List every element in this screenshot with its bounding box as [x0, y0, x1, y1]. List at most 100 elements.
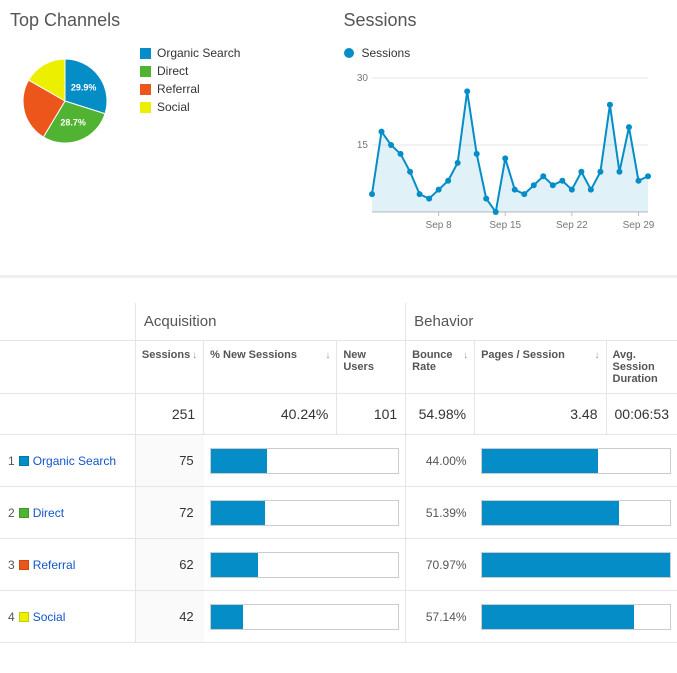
data-point[interactable]	[521, 191, 527, 197]
legend-item[interactable]: Social	[140, 100, 240, 114]
total-pct-new: 40.24%	[204, 394, 337, 435]
data-point[interactable]	[587, 187, 593, 193]
data-point[interactable]	[473, 151, 479, 157]
data-point[interactable]	[445, 178, 451, 184]
data-point[interactable]	[578, 169, 584, 175]
sessions-value: 75	[135, 435, 203, 487]
channel-link[interactable]: Organic Search	[33, 454, 116, 468]
channel-link[interactable]: Social	[33, 610, 66, 624]
col-duration[interactable]: Avg. Session Duration	[606, 341, 677, 394]
data-point[interactable]	[568, 187, 574, 193]
pie-legend: Organic Search Direct Referral Social	[140, 46, 240, 118]
sessions-title: Sessions	[344, 10, 677, 31]
col-sessions[interactable]: Sessions↓	[135, 341, 203, 394]
data-point[interactable]	[540, 173, 546, 179]
bounce-bar-cell	[475, 487, 677, 539]
bounce-bar-cell	[475, 539, 677, 591]
data-point[interactable]	[511, 187, 517, 193]
top-panels: Top Channels 29.9%28.7% Organic Search Di…	[0, 0, 677, 265]
table-row: 2Direct7251.39%	[0, 487, 677, 539]
data-point[interactable]	[388, 142, 394, 148]
data-point[interactable]	[426, 196, 432, 202]
bounce-value: 51.39%	[406, 487, 475, 539]
legend-label: Referral	[157, 82, 200, 96]
legend-label: Social	[157, 100, 190, 114]
bar-container	[210, 500, 400, 526]
bar-container	[481, 552, 671, 578]
data-point[interactable]	[616, 169, 622, 175]
sessions-bar-cell	[204, 539, 406, 591]
total-pps: 3.48	[475, 394, 606, 435]
col-new-users[interactable]: New Users	[337, 341, 406, 394]
legend-item[interactable]: Organic Search	[140, 46, 240, 60]
bar-fill	[482, 501, 620, 525]
sort-icon: ↓	[595, 350, 600, 361]
top-channels-pie[interactable]: 29.9%28.7%	[10, 46, 120, 156]
data-point[interactable]	[464, 88, 470, 94]
data-point[interactable]	[369, 191, 375, 197]
sessions-value: 42	[135, 591, 203, 643]
data-point[interactable]	[454, 160, 460, 166]
data-point[interactable]	[597, 169, 603, 175]
data-point[interactable]	[378, 129, 384, 135]
row-index: 1	[8, 454, 15, 468]
top-channels-title: Top Channels	[10, 10, 344, 31]
bounce-bar-cell	[475, 435, 677, 487]
group-acquisition[interactable]: Acquisition	[135, 303, 405, 341]
data-point[interactable]	[635, 178, 641, 184]
bar-fill	[482, 605, 635, 629]
table-row: 4Social4257.14%	[0, 591, 677, 643]
sort-icon: ↓	[463, 350, 468, 361]
group-behavior[interactable]: Behavior	[406, 303, 677, 341]
sessions-line-chart[interactable]: 1530Sep 8Sep 15Sep 22Sep 29	[344, 70, 654, 240]
section-divider	[0, 275, 677, 278]
channel-link[interactable]: Direct	[33, 506, 64, 520]
data-point[interactable]	[416, 191, 422, 197]
x-tick-label: Sep 15	[489, 220, 521, 231]
sessions-bar-cell	[204, 435, 406, 487]
totals-row: 251 40.24% 101 54.98% 3.48 00:06:53	[0, 394, 677, 435]
bar-fill	[211, 605, 243, 629]
data-point[interactable]	[435, 187, 441, 193]
data-point[interactable]	[502, 155, 508, 161]
data-point[interactable]	[530, 182, 536, 188]
sessions-value: 62	[135, 539, 203, 591]
row-index: 4	[8, 610, 15, 624]
bar-fill	[482, 553, 670, 577]
data-point[interactable]	[645, 173, 651, 179]
col-pps[interactable]: Pages / Session↓	[475, 341, 606, 394]
channel-link[interactable]: Referral	[33, 558, 76, 572]
col-pct-new[interactable]: % New Sessions↓	[204, 341, 337, 394]
bar-container	[481, 604, 671, 630]
bar-fill	[482, 449, 599, 473]
col-bounce[interactable]: Bounce Rate↓	[406, 341, 475, 394]
legend-swatch-icon	[140, 66, 151, 77]
sessions-bar-cell	[204, 487, 406, 539]
channel-swatch-icon	[19, 508, 29, 518]
data-point[interactable]	[407, 169, 413, 175]
data-point[interactable]	[397, 151, 403, 157]
legend-item[interactable]: Direct	[140, 64, 240, 78]
bounce-bar-cell	[475, 591, 677, 643]
total-sessions: 251	[135, 394, 203, 435]
bar-container	[210, 552, 400, 578]
sessions-bar-cell	[204, 591, 406, 643]
data-point[interactable]	[559, 178, 565, 184]
x-tick-label: Sep 22	[556, 220, 588, 231]
bounce-value: 44.00%	[406, 435, 475, 487]
bar-fill	[211, 501, 265, 525]
channel-cell: 2Direct	[0, 487, 135, 539]
data-point[interactable]	[549, 182, 555, 188]
bar-container	[210, 604, 400, 630]
data-point[interactable]	[606, 102, 612, 108]
column-header-row: Sessions↓ % New Sessions↓ New Users Boun…	[0, 341, 677, 394]
sessions-dot-icon	[344, 48, 354, 58]
bar-container	[481, 500, 671, 526]
x-tick-label: Sep 29	[622, 220, 653, 231]
bounce-value: 70.97%	[406, 539, 475, 591]
legend-item[interactable]: Referral	[140, 82, 240, 96]
data-point[interactable]	[625, 124, 631, 130]
data-point[interactable]	[483, 196, 489, 202]
area-fill	[372, 91, 648, 212]
data-point[interactable]	[492, 209, 498, 215]
